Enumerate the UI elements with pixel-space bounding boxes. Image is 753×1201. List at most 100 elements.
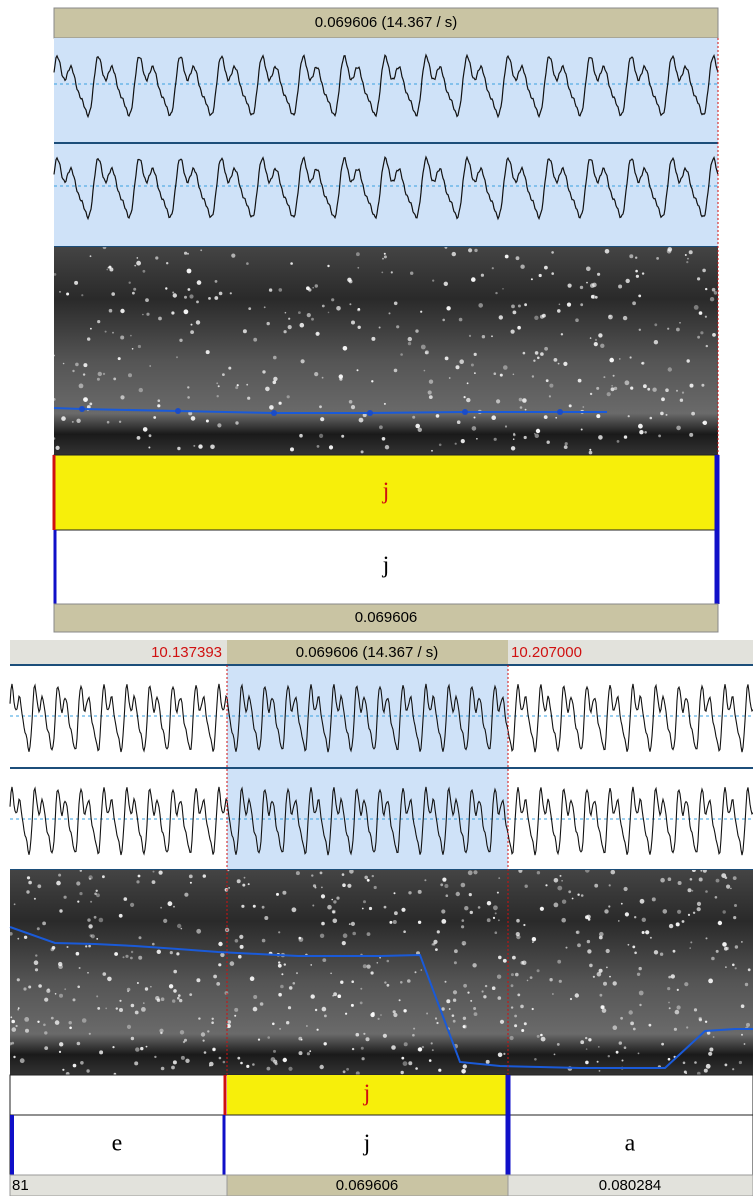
spectral-peak — [587, 940, 590, 943]
spectral-peak — [311, 318, 314, 321]
spectral-peak — [686, 261, 688, 263]
spectral-peak — [415, 329, 418, 332]
spectral-peak — [688, 888, 692, 892]
spectral-peak — [463, 1017, 466, 1020]
spectral-peak — [733, 916, 736, 919]
spectral-peak — [135, 1011, 139, 1015]
spectral-peak — [59, 1042, 63, 1046]
spectral-peak — [554, 878, 559, 883]
spectral-peak — [561, 333, 563, 335]
spectral-peak — [189, 294, 193, 298]
spectral-peak — [537, 357, 540, 360]
tier-2-label: a — [625, 1131, 636, 1157]
spectral-peak — [519, 398, 523, 402]
spectral-peak — [75, 363, 79, 367]
spectral-peak — [498, 1053, 503, 1058]
spectral-peak — [554, 1054, 556, 1056]
spectral-peak — [138, 956, 142, 960]
spectral-peak — [90, 901, 92, 903]
spectral-peak — [11, 1020, 15, 1024]
spectral-peak — [77, 901, 79, 903]
spectral-peak — [666, 414, 668, 416]
spectral-peak — [141, 1007, 146, 1012]
spectral-peak — [181, 1056, 185, 1060]
spectral-peak — [306, 1025, 308, 1027]
spectral-peak — [269, 405, 274, 410]
spectral-peak — [596, 414, 600, 418]
spectral-peak — [331, 899, 333, 901]
spectral-peak — [555, 417, 557, 419]
spectral-peak — [189, 993, 192, 996]
spectrogram[interactable] — [54, 247, 718, 455]
spectral-peak — [667, 249, 672, 254]
spectral-peak — [638, 295, 641, 298]
spectral-peak — [181, 928, 183, 930]
spectral-peak — [618, 285, 622, 289]
spectral-peak — [384, 403, 386, 405]
spectral-peak — [149, 365, 151, 367]
spectral-peak — [317, 1029, 319, 1031]
spectral-peak — [714, 291, 718, 295]
spectral-peak — [461, 925, 464, 928]
spectral-peak — [223, 1061, 226, 1064]
spectral-peak — [120, 336, 124, 340]
spectral-peak — [473, 870, 477, 874]
spectral-peak — [231, 254, 235, 258]
waveform-channel-1[interactable] — [54, 38, 718, 143]
spectral-peak — [498, 956, 502, 960]
spectral-peak — [690, 941, 692, 943]
spectral-peak — [152, 880, 156, 884]
spectral-peak — [511, 1006, 513, 1008]
spectral-peak — [282, 891, 286, 895]
spectral-peak — [183, 1041, 185, 1043]
duration-bar[interactable] — [10, 1175, 227, 1196]
spectral-peak — [540, 907, 544, 911]
spectral-peak — [503, 959, 507, 963]
spectral-peak — [322, 305, 325, 308]
spectral-peak — [252, 1063, 255, 1066]
spectral-peak — [524, 1022, 527, 1025]
spectral-peak — [429, 1059, 432, 1062]
spectral-peak — [679, 322, 681, 324]
spectral-peak — [471, 364, 474, 367]
spectral-peak — [638, 424, 643, 429]
spectral-peak — [637, 973, 640, 976]
spectral-peak — [408, 1061, 412, 1065]
spectral-peak — [17, 1009, 19, 1011]
spectral-peak — [588, 1038, 591, 1041]
spectral-peak — [613, 981, 617, 985]
spectral-peak — [382, 258, 384, 260]
spectral-peak — [59, 291, 61, 293]
spectral-peak — [540, 352, 544, 356]
spectral-peak — [401, 1071, 404, 1074]
spectral-peak — [168, 901, 173, 906]
spectral-peak — [470, 1000, 472, 1002]
spectral-peak — [99, 1050, 103, 1054]
spectral-peak — [185, 1059, 189, 1063]
spectral-peak — [225, 888, 229, 892]
spectral-peak — [358, 326, 361, 329]
spectral-peak — [482, 990, 484, 992]
spectral-peak — [172, 999, 175, 1002]
spectral-peak — [619, 358, 621, 360]
spectral-peak — [262, 906, 265, 909]
spectral-peak — [585, 1061, 589, 1065]
spectral-peak — [343, 933, 348, 938]
spectral-peak — [77, 986, 80, 989]
spectral-peak — [682, 392, 684, 394]
spectral-peak — [590, 393, 592, 395]
spectral-peak — [534, 1058, 537, 1061]
spectral-peak — [649, 1024, 652, 1027]
spectral-peak — [624, 1046, 627, 1049]
spectral-peak — [702, 269, 706, 273]
spectral-peak — [557, 886, 562, 891]
footer-duration: 81 — [12, 1177, 29, 1194]
spectral-peak — [421, 969, 423, 971]
spectral-peak — [674, 1028, 677, 1031]
spectral-peak — [510, 1036, 514, 1040]
spectral-peak — [564, 445, 568, 449]
spectral-peak — [594, 884, 598, 888]
spectral-peak — [684, 982, 688, 986]
spectral-peak — [705, 890, 708, 893]
spectral-peak — [26, 890, 29, 893]
